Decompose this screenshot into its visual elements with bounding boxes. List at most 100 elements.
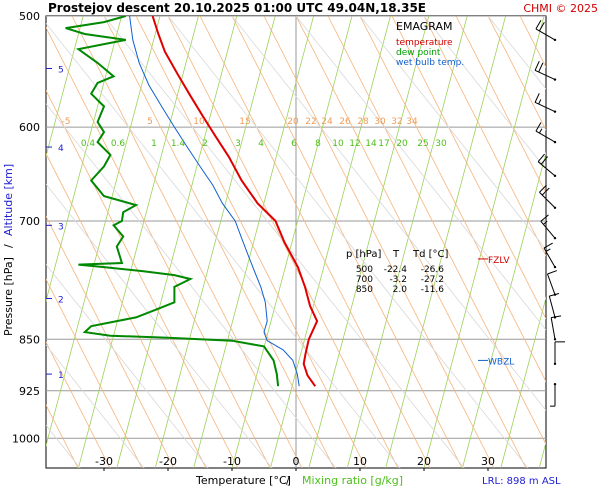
mixing-ratio-line	[78, 16, 199, 468]
skew-isotherm-lines	[46, 16, 546, 468]
wind-barbs	[534, 19, 565, 407]
mixing-ratio-label: 8	[315, 139, 321, 149]
barb-base	[553, 338, 557, 341]
mixing-ratio-label: 6	[291, 139, 297, 149]
barb-feather	[545, 248, 551, 252]
barb-staff	[547, 273, 556, 295]
x-tick-label: 10	[353, 455, 367, 468]
x-tick-label: -10	[223, 455, 241, 468]
axes: 0.4 0.6 1 1.4 2 3 4 6 8 10 12 14 17 20 25 30-5 5 10 15 20 22…	[12, 10, 514, 471]
altitude-tick-label: 5	[58, 66, 64, 76]
x-tick-label: -20	[159, 455, 177, 468]
copyright: CHMI © 2025	[523, 2, 598, 15]
mixing-ratio-label: 2	[202, 139, 208, 149]
barb-feather	[538, 99, 542, 105]
barb-staff	[534, 69, 556, 81]
table-cell: 2.0	[393, 285, 408, 295]
pressure-tick-label: 500	[19, 10, 40, 23]
barb-feather	[540, 214, 549, 222]
altitude-tick-label: 3	[58, 222, 64, 232]
barb-feather	[535, 19, 542, 30]
barb-feather	[551, 315, 562, 319]
altitude-tick-label: 2	[58, 296, 64, 306]
barb-base	[553, 174, 557, 178]
barb-staff	[548, 295, 556, 318]
mixing-ratio-label: 12	[349, 139, 360, 149]
mixing-ratio-line	[46, 16, 161, 447]
mixing-ratio-line	[538, 440, 546, 468]
wind-barb	[537, 153, 557, 178]
x-axis-label-mixing: Mixing ratio [g/kg]	[302, 474, 403, 487]
barb-staff	[543, 247, 556, 268]
dry-adiabat-line	[0, 16, 16, 468]
dry-adiabat-line	[487, 16, 546, 90]
table-cell: -22.4	[384, 265, 408, 275]
isotherm-label: 34	[406, 117, 418, 127]
isotherm-line	[295, 16, 527, 468]
wind-barb	[539, 184, 557, 209]
dry-adiabat-line	[167, 16, 529, 468]
table-cell: 700	[356, 275, 373, 285]
barb-feather	[543, 242, 553, 249]
isotherm-label: 5	[147, 117, 153, 127]
sounding-series	[65, 16, 319, 387]
dry-adiabat-line	[359, 16, 546, 251]
barb-staff	[540, 220, 556, 239]
isotherm-line	[231, 16, 463, 468]
wind-barb	[553, 341, 565, 366]
pressure-tick-label: 850	[19, 333, 40, 346]
barb-feather	[549, 293, 560, 297]
dry-adiabat-line	[231, 16, 546, 411]
isotherm-label: 32	[391, 117, 402, 127]
isotherm-line	[46, 26, 271, 468]
footer-lrl: LRL: 898 m ASL	[482, 476, 561, 487]
isotherm-label: 26	[339, 117, 351, 127]
wind-barb	[534, 93, 557, 113]
isotherm-line	[71, 16, 303, 468]
barb-feather	[535, 122, 542, 132]
legend: EMAGRAM temperature dew point wet bulb t…	[396, 20, 464, 68]
barb-base	[553, 38, 557, 42]
barb-staff	[535, 130, 556, 143]
dry-adiabat-line	[46, 263, 209, 468]
barb-staff	[550, 317, 556, 340]
grid-lines	[46, 16, 546, 468]
table-cell: -27.2	[421, 275, 444, 285]
table-cell: -11.6	[421, 285, 445, 295]
barb-feather	[538, 128, 543, 134]
barb-base	[553, 362, 557, 366]
mixing-ratio-label: 10	[332, 139, 344, 149]
mixing-ratio-line	[462, 151, 546, 468]
legend-wet-bulb: wet bulb temp.	[396, 58, 464, 68]
mixing-ratio-label: 1	[151, 139, 157, 149]
mixing-ratio-label: 0.4	[81, 139, 96, 149]
barb-staff	[535, 28, 556, 41]
y-axis-label-altitude: Altitude [km]	[2, 164, 15, 236]
barb-feather	[543, 220, 548, 225]
barb-feather	[534, 61, 540, 71]
pressure-tick-label: 1000	[12, 432, 40, 445]
level-marker-label: WBZL	[488, 357, 514, 367]
barb-feather	[538, 21, 545, 32]
wind-barb	[534, 61, 557, 81]
mixing-ratio-line	[46, 16, 122, 303]
isotherm-line	[359, 16, 546, 383]
mixing-ratio-label: 0.6	[111, 139, 126, 149]
table-cell: -3.2	[389, 275, 407, 285]
mixing-ratio-line	[154, 16, 276, 468]
isotherm-line	[103, 16, 335, 468]
table-header-t: T	[392, 249, 400, 260]
wind-barb	[543, 242, 557, 269]
y-axis-label-pressure: Pressure [hPa]	[2, 257, 15, 336]
x-axis-label-separator: /	[286, 474, 290, 487]
isotherm-line	[167, 16, 399, 468]
dry-adiabat-line	[46, 344, 145, 468]
isotherm-line	[46, 215, 175, 468]
pressure-tick-label: 700	[19, 215, 40, 228]
mixing-ratio-label: 1.4	[171, 139, 186, 149]
mixing-ratio-label: 20	[396, 139, 408, 149]
chart-title: Prostejov descent 20.10.2025 01:00 UTC 4…	[48, 1, 426, 15]
legend-title: EMAGRAM	[396, 20, 453, 33]
isotherm-line	[263, 16, 495, 468]
